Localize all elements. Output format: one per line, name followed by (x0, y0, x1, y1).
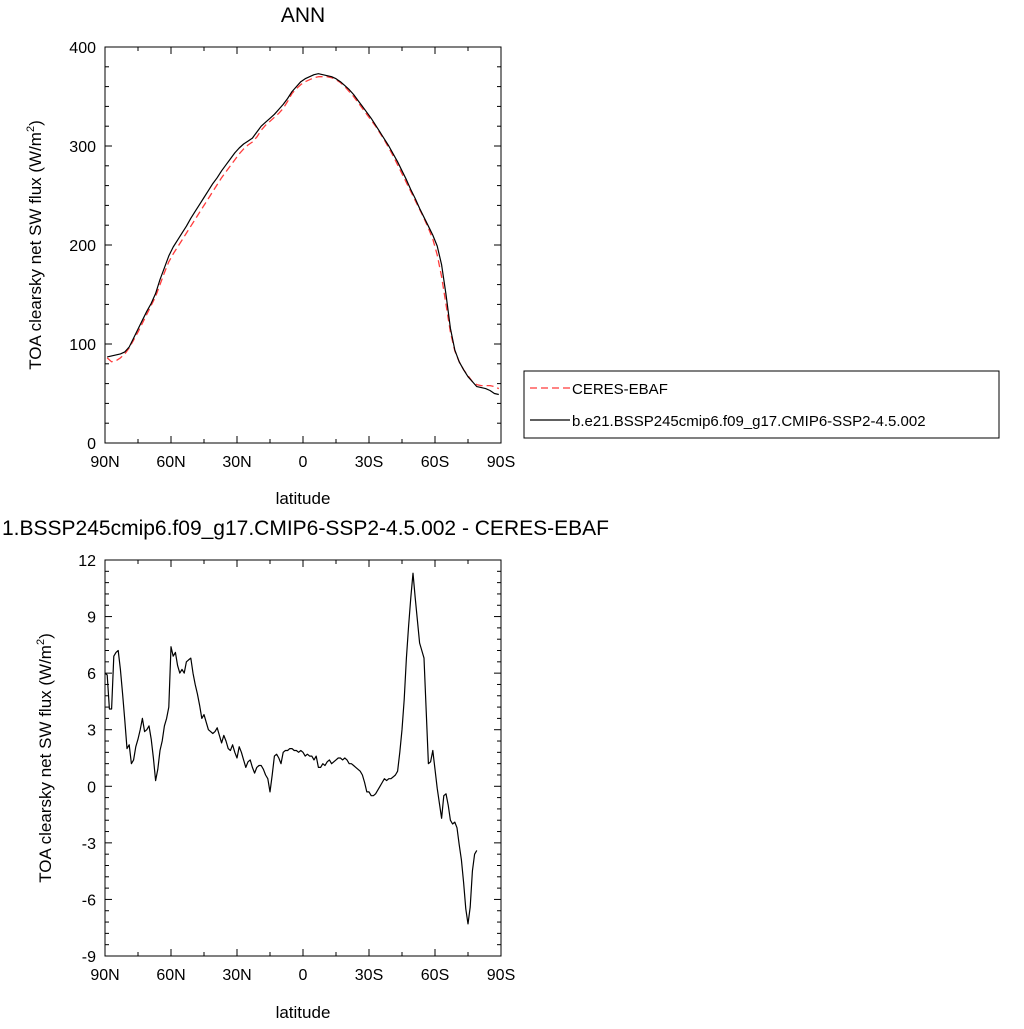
bottom-x-tick-label: 0 (299, 967, 308, 984)
bottom-chart-title: 1.BSSP245cmip6.f09_g17.CMIP6-SSP2-4.5.00… (2, 517, 609, 540)
bottom-y-tick-label: 6 (87, 666, 96, 683)
bottom-y-axis-label-text: TOA clearsky net SW flux (W/m (36, 645, 55, 883)
top-series-line-0 (106, 76, 500, 390)
top-y-tick-label: 400 (69, 40, 96, 57)
bottom-y-axis-label: TOA clearsky net SW flux (W/m2) (35, 633, 55, 883)
bottom-y-tick-label: 12 (78, 553, 96, 570)
top-x-tick-label: 90N (90, 454, 119, 471)
top-x-axis-label: latitude (276, 489, 331, 508)
top-y-axis-label: TOA clearsky net SW flux (W/m2) (25, 120, 45, 370)
top-y-axis-label-text: TOA clearsky net SW flux (W/m (26, 132, 45, 370)
bottom-x-tick-label: 90N (90, 967, 119, 984)
bottom-plot-frame (104, 559, 502, 957)
legend: CERES-EBAF b.e21.BSSP245cmip6.f09_g17.CM… (523, 370, 1000, 439)
bottom-y-axis-label-close: ) (36, 633, 55, 639)
legend-label-ceres-ebaf: CERES-EBAF (572, 381, 668, 398)
bottom-y-tick-label: -9 (82, 949, 96, 966)
bottom-x-tick-label: 30N (222, 967, 251, 984)
top-x-tick-label: 0 (299, 454, 308, 471)
top-y-tick-label: 100 (69, 337, 96, 354)
bottom-y-tick-label: 3 (87, 723, 96, 740)
top-ticks: 90N 60N 30N 0 30S 60S 90S 0 100 200 300 400 (69, 40, 515, 471)
legend-box (523, 370, 1000, 439)
bottom-series-lines (104, 572, 478, 925)
top-chart-title: ANN (281, 4, 325, 27)
top-series-line-1 (107, 73, 499, 396)
bottom-ticks: 90N 60N 30N 0 30S 60S 90S -9 -6 -3 0 3 6 9 12 (78, 553, 515, 984)
bottom-y-tick-label: -6 (82, 892, 96, 909)
top-plot-frame (104, 46, 502, 444)
top-x-tick-label: 90S (487, 454, 515, 471)
legend-label-model: b.e21.BSSP245cmip6.f09_g17.CMIP6-SSP2-4.… (572, 413, 926, 430)
top-x-tick-label: 60S (421, 454, 449, 471)
top-y-tick-label: 300 (69, 139, 96, 156)
top-y-tick-label: 0 (87, 436, 96, 453)
bottom-x-axis-label: latitude (276, 1003, 331, 1022)
bottom-x-tick-label: 30S (355, 967, 383, 984)
top-y-tick-label: 200 (69, 238, 96, 255)
top-x-tick-label: 60N (156, 454, 185, 471)
top-series-lines (106, 73, 500, 396)
top-y-axis-label-superscript: 2 (25, 126, 37, 132)
bottom-panel: 1.BSSP245cmip6.f09_g17.CMIP6-SSP2-4.5.00… (2, 517, 609, 1022)
bottom-x-tick-label: 60N (156, 967, 185, 984)
top-panel: ANN 90N 60N 30N 0 30S 60S 90S 0 100 200 300 400 lat… (25, 4, 515, 508)
bottom-x-tick-label: 60S (421, 967, 449, 984)
bottom-series-line-0 (104, 572, 478, 925)
bottom-y-tick-label: -3 (82, 836, 96, 853)
top-y-axis-label-close: ) (26, 120, 45, 126)
bottom-y-axis-label-superscript: 2 (35, 639, 47, 645)
top-x-tick-label: 30N (222, 454, 251, 471)
bottom-y-tick-label: 9 (87, 610, 96, 627)
bottom-x-tick-label: 90S (487, 967, 515, 984)
top-x-tick-label: 30S (355, 454, 383, 471)
bottom-y-tick-label: 0 (87, 779, 96, 796)
